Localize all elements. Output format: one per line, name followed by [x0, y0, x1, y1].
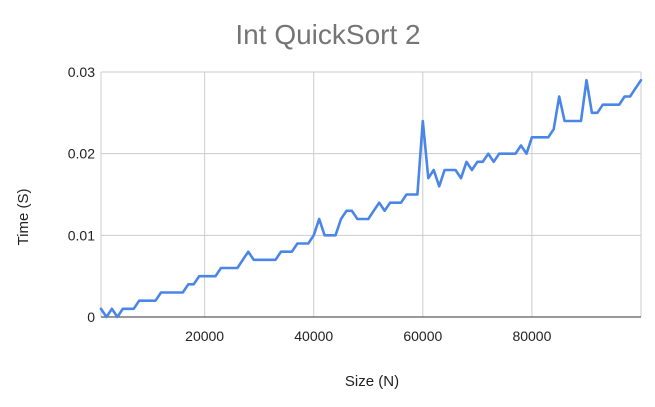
y-tick-label: 0 — [87, 309, 95, 325]
x-tick-label: 20000 — [185, 328, 224, 344]
y-axis-title: Time (S) — [15, 189, 32, 246]
gridlines — [101, 71, 641, 317]
y-tick-label: 0.02 — [68, 146, 95, 162]
x-tick-label: 80000 — [512, 328, 551, 344]
axes — [100, 72, 642, 318]
series-line — [99, 78, 643, 319]
x-axis-title: Size (N) — [345, 373, 399, 390]
series-layer — [99, 78, 643, 319]
x-tick-labels: 20000 40000 60000 80000 — [185, 328, 551, 344]
chart-title: Int QuickSort 2 — [235, 19, 420, 50]
y-tick-label: 0.01 — [68, 227, 95, 243]
y-tick-label: 0.03 — [68, 64, 95, 80]
y-tick-labels: 0 0.01 0.02 0.03 — [68, 64, 95, 325]
x-tick-label: 60000 — [403, 328, 442, 344]
x-tick-label: 40000 — [294, 328, 333, 344]
